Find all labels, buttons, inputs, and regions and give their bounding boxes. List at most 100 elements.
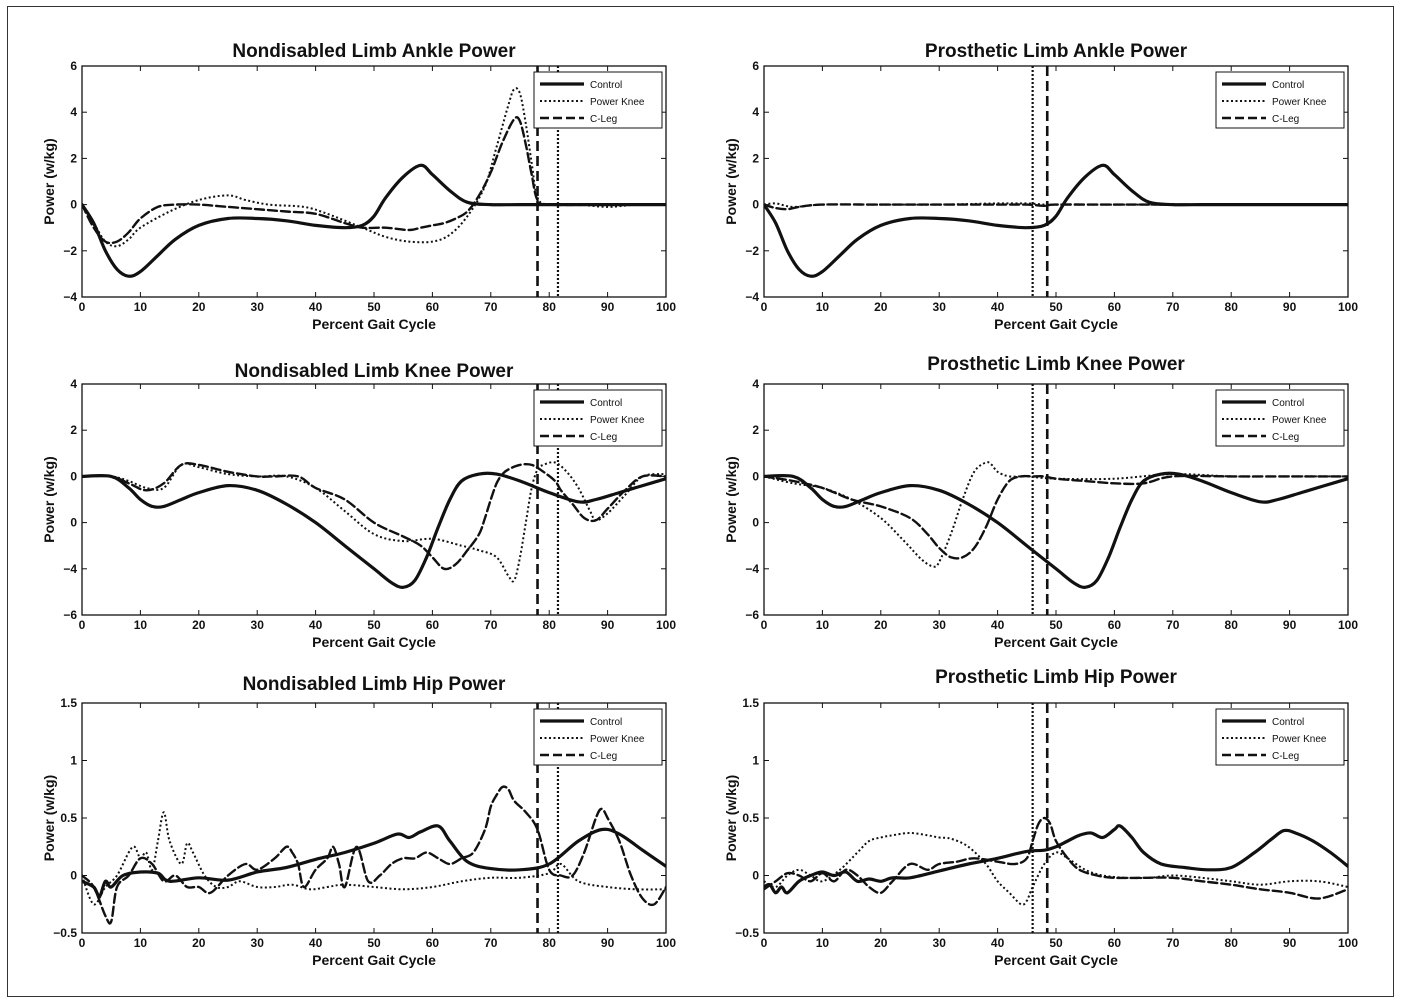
- x-tick-label: 10: [816, 300, 830, 314]
- y-tick-label: 6: [70, 59, 77, 73]
- x-tick-label: 80: [543, 936, 557, 950]
- legend-label-c-leg: C-Leg: [1272, 432, 1299, 443]
- y-tick-label: 1: [752, 754, 759, 768]
- x-tick-label: 20: [874, 936, 888, 950]
- y-tick-label: −4: [745, 290, 759, 304]
- x-tick-label: 100: [1338, 618, 1358, 632]
- x-tick-label: 60: [426, 300, 440, 314]
- x-axis-label: Percent Gait Cycle: [312, 634, 436, 650]
- x-tick-label: 30: [933, 618, 947, 632]
- x-tick-label: 90: [1283, 300, 1297, 314]
- y-tick-label: −0.5: [53, 926, 77, 940]
- series-line-c-leg: [82, 785, 666, 925]
- y-tick-label: 0: [752, 869, 759, 883]
- x-tick-label: 100: [1338, 936, 1358, 950]
- y-tick-label: 2: [70, 423, 77, 437]
- y-tick-label: −4: [745, 562, 759, 576]
- y-tick-label: 4: [70, 377, 77, 391]
- y-tick-label: 2: [752, 151, 759, 165]
- series-line-power-knee: [764, 461, 1348, 568]
- legend-label-power-knee: Power Knee: [590, 97, 645, 108]
- legend-label-power-knee: Power Knee: [1272, 734, 1327, 745]
- x-tick-label: 70: [1166, 936, 1180, 950]
- y-axis-label: Power (w/kg): [41, 456, 57, 542]
- chart-title: Prosthetic Limb Ankle Power: [925, 41, 1188, 62]
- x-tick-label: 40: [309, 936, 323, 950]
- legend-label-control: Control: [1272, 398, 1304, 409]
- y-tick-label: 1: [70, 754, 77, 768]
- x-tick-label: 40: [309, 300, 323, 314]
- legend-label-control: Control: [1272, 80, 1304, 91]
- y-tick-label: 4: [752, 377, 759, 391]
- series-line-c-leg: [82, 116, 666, 245]
- chart-title: Prosthetic Limb Hip Power: [935, 667, 1177, 688]
- series-line-control: [764, 471, 1348, 589]
- y-axis-label: Power (w/kg): [723, 138, 739, 224]
- series-line-power-knee: [764, 832, 1348, 906]
- y-tick-label: 2: [752, 423, 759, 437]
- x-tick-label: 70: [1166, 300, 1180, 314]
- x-tick-label: 40: [991, 300, 1005, 314]
- legend: Control Power Knee C-Leg: [1215, 389, 1345, 447]
- legend-label-power-knee: Power Knee: [590, 415, 645, 426]
- x-tick-label: 40: [309, 618, 323, 632]
- series-line-control: [82, 471, 666, 589]
- y-axis-label: Power (w/kg): [723, 775, 739, 861]
- x-tick-label: 90: [1283, 936, 1297, 950]
- x-tick-label: 10: [134, 618, 148, 632]
- y-tick-label: −2: [745, 244, 759, 258]
- x-axis-label: Percent Gait Cycle: [994, 634, 1118, 650]
- y-tick-label: 6: [752, 59, 759, 73]
- x-tick-label: 0: [761, 936, 768, 950]
- x-tick-label: 0: [761, 618, 768, 632]
- series-line-c-leg: [764, 816, 1348, 900]
- legend-label-control: Control: [590, 717, 622, 728]
- x-tick-label: 30: [933, 300, 947, 314]
- x-tick-label: 30: [933, 936, 947, 950]
- y-tick-label: 1.5: [60, 696, 77, 710]
- legend-label-c-leg: C-Leg: [590, 114, 617, 125]
- x-tick-label: 60: [426, 936, 440, 950]
- y-tick-label: 0: [752, 516, 759, 530]
- x-tick-label: 70: [484, 936, 498, 950]
- x-tick-label: 40: [991, 618, 1005, 632]
- legend-label-control: Control: [590, 398, 622, 409]
- x-tick-label: 60: [1108, 936, 1122, 950]
- x-tick-label: 10: [816, 618, 830, 632]
- x-tick-label: 90: [1283, 618, 1297, 632]
- y-tick-label: 4: [70, 105, 77, 119]
- x-tick-label: 50: [1049, 936, 1063, 950]
- x-tick-label: 30: [251, 300, 265, 314]
- y-axis-label: Power (w/kg): [41, 138, 57, 224]
- x-tick-label: 20: [874, 618, 888, 632]
- y-tick-label: 0: [752, 198, 759, 212]
- legend-label-power-knee: Power Knee: [590, 734, 645, 745]
- legend-label-c-leg: C-Leg: [590, 432, 617, 443]
- chart-title: Nondisabled Limb Knee Power: [235, 361, 514, 382]
- legend-label-control: Control: [590, 80, 622, 91]
- chart-title: Nondisabled Limb Hip Power: [243, 674, 506, 695]
- x-tick-label: 20: [192, 618, 206, 632]
- x-axis-label: Percent Gait Cycle: [312, 952, 436, 968]
- series-line-c-leg: [764, 203, 1348, 211]
- x-tick-label: 20: [192, 936, 206, 950]
- y-tick-label: −2: [63, 244, 77, 258]
- x-tick-label: 100: [656, 300, 676, 314]
- x-tick-label: 0: [79, 618, 86, 632]
- y-tick-label: −6: [63, 608, 77, 622]
- x-tick-label: 10: [134, 300, 148, 314]
- legend-label-c-leg: C-Leg: [1272, 114, 1299, 125]
- x-tick-label: 40: [991, 936, 1005, 950]
- x-tick-label: 50: [367, 936, 381, 950]
- legend: Control Power Knee C-Leg: [1215, 71, 1345, 129]
- y-axis-label: Power (w/kg): [41, 775, 57, 861]
- y-axis-label: Power (w/kg): [723, 456, 739, 542]
- y-tick-label: 0: [70, 516, 77, 530]
- legend: Control Power Knee C-Leg: [533, 71, 663, 129]
- y-tick-label: −0.5: [735, 926, 759, 940]
- x-tick-label: 100: [1338, 300, 1358, 314]
- series-line-c-leg: [82, 462, 666, 571]
